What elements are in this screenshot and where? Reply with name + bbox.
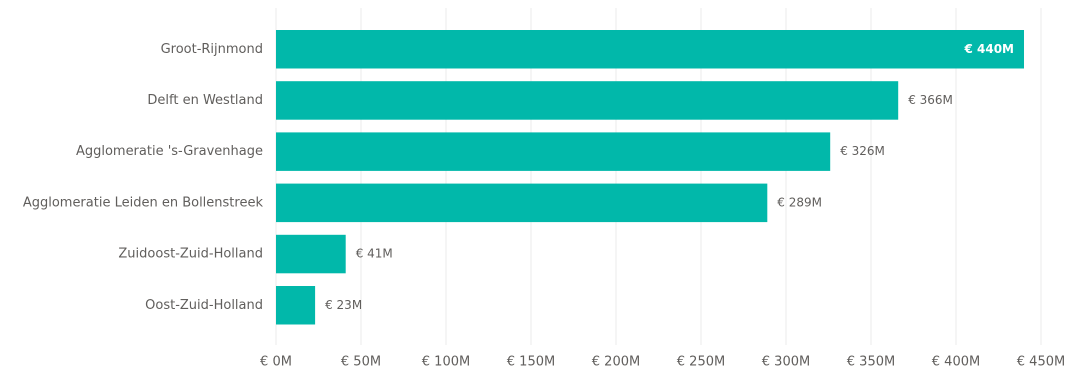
x-tick-label: € 450M (1017, 355, 1065, 370)
x-tick-label: € 50M (341, 355, 381, 370)
category-label: Zuidoost-Zuid-Holland (118, 247, 263, 262)
category-label: Agglomeratie 's-Gravenhage (76, 144, 263, 159)
bar (276, 286, 316, 325)
category-label: Groot-Rijnmond (161, 42, 263, 57)
data-label: € 366M (908, 93, 953, 107)
x-tick-label: € 300M (762, 355, 810, 370)
data-label: € 440M (963, 42, 1014, 56)
bar (276, 132, 831, 171)
x-tick-label: € 200M (592, 355, 640, 370)
category-label: Delft en Westland (147, 93, 263, 108)
bar (276, 81, 899, 120)
bars (276, 30, 1024, 325)
x-tick-label: € 350M (847, 355, 895, 370)
x-axis-ticks: € 0M € 50M € 100M € 150M € 200M € 250M € 300M €… (260, 355, 1065, 370)
x-tick-label: € 150M (507, 355, 555, 370)
x-tick-label: € 0M (260, 355, 292, 370)
x-tick-label: € 400M (932, 355, 980, 370)
data-labels: € 440M € 366M € 326M € 289M € 41M € 23M (325, 42, 1014, 312)
x-tick-label: € 250M (677, 355, 725, 370)
data-label: € 289M (777, 195, 822, 209)
category-label: Oost-Zuid-Holland (145, 298, 263, 313)
category-labels: Groot-Rijnmond Delft en Westland Agglomera… (23, 42, 264, 313)
category-label: Agglomeratie Leiden en Bollenstreek (23, 195, 264, 210)
x-tick-label: € 100M (422, 355, 470, 370)
bar (276, 234, 346, 274)
bar (276, 183, 768, 223)
data-label: € 326M (840, 144, 885, 158)
data-label: € 41M (356, 247, 393, 261)
data-label: € 23M (325, 298, 362, 312)
bar (276, 30, 1024, 69)
